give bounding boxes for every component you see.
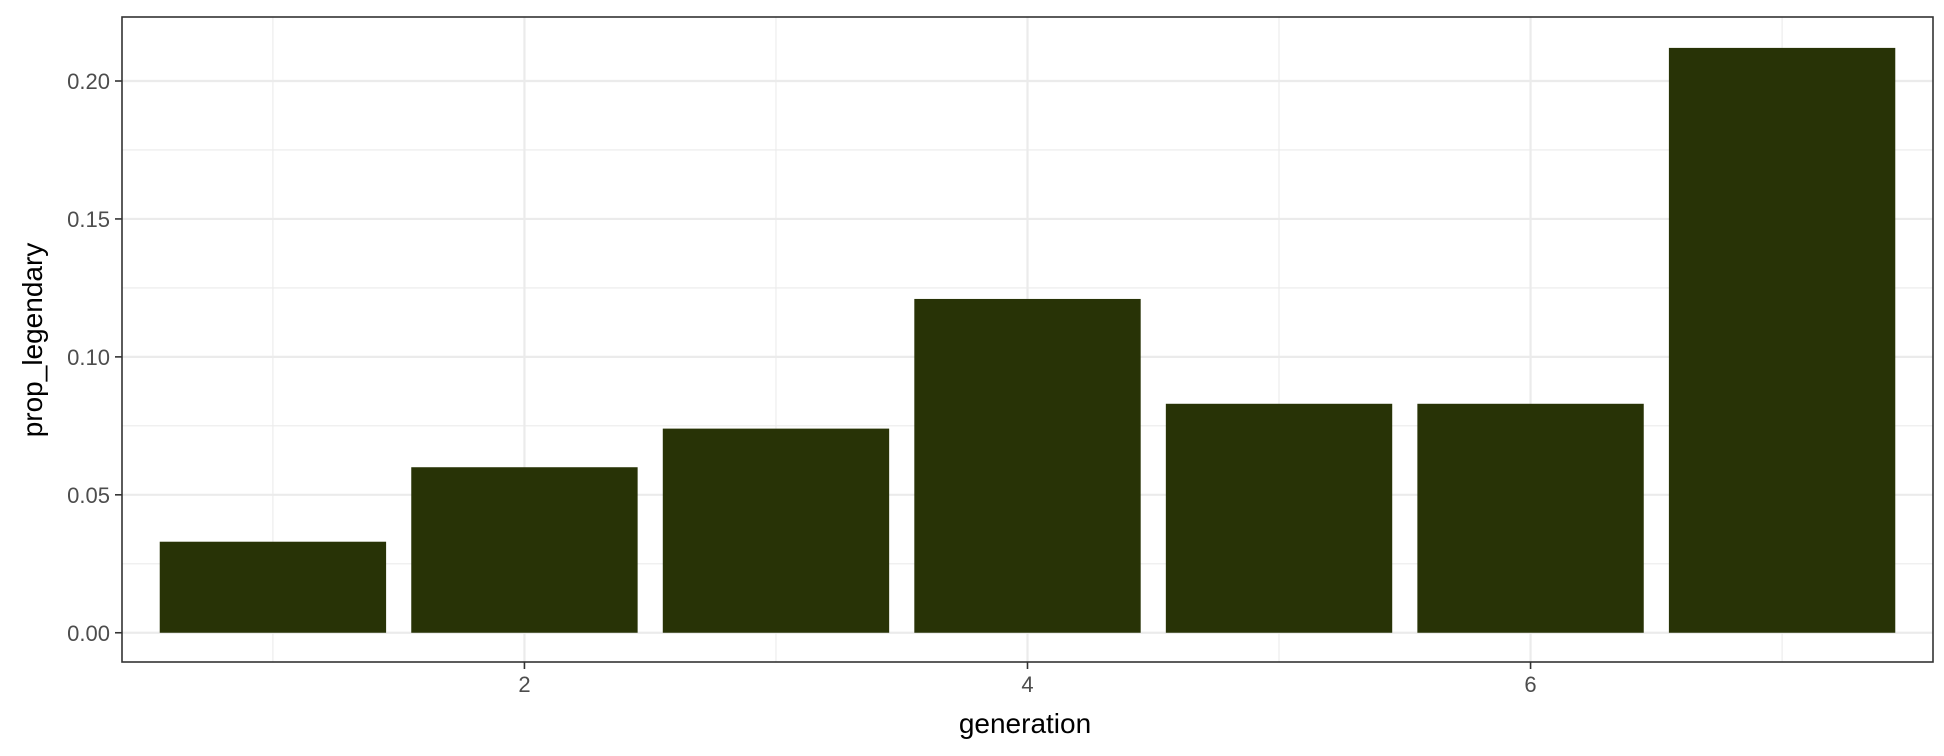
x-tick-label: 4 <box>1021 672 1033 697</box>
bar <box>411 467 638 633</box>
bar <box>159 541 387 633</box>
bar <box>1417 403 1644 633</box>
x-axis-title: generation <box>959 708 1091 739</box>
y-tick-label: 0.20 <box>67 69 110 94</box>
bar <box>662 428 890 633</box>
x-tick-label: 2 <box>518 672 530 697</box>
y-axis-title: prop_legendary <box>17 243 48 438</box>
bar <box>1165 403 1393 633</box>
x-tick-label: 6 <box>1524 672 1536 697</box>
bars <box>159 47 1896 633</box>
x-axis: 2 4 6 <box>518 662 1537 697</box>
y-tick-label: 0.10 <box>67 345 110 370</box>
bar <box>914 298 1141 633</box>
y-tick-label: 0.05 <box>67 483 110 508</box>
y-axis: 0.00 0.05 0.10 0.15 0.20 <box>67 69 122 646</box>
y-tick-label: 0.00 <box>67 621 110 646</box>
y-tick-label: 0.15 <box>67 207 110 232</box>
bar <box>1668 47 1896 633</box>
